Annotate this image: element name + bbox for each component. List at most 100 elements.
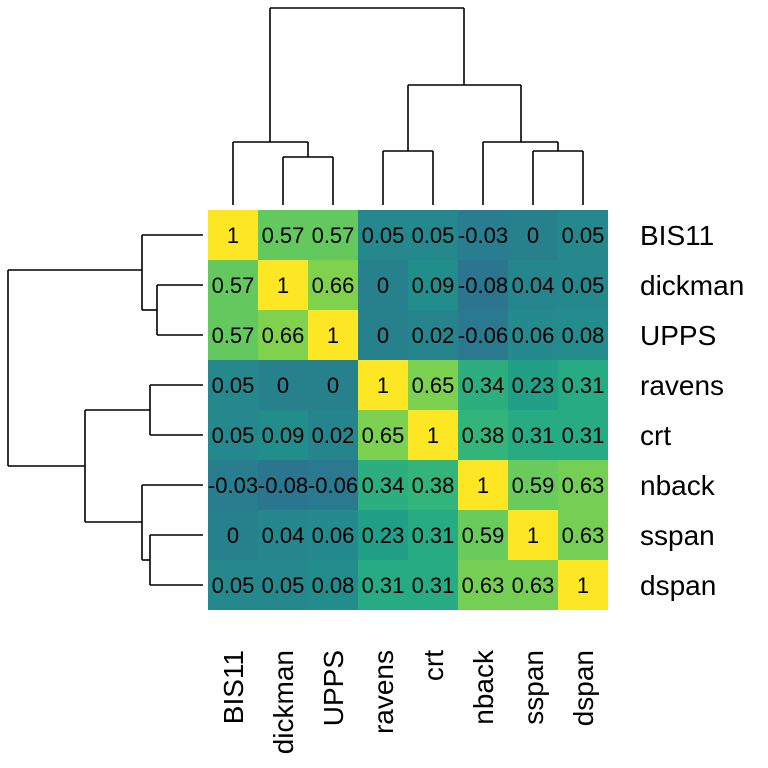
heatmap-cell <box>208 560 258 610</box>
cell-value-label: 0.05 <box>412 223 455 248</box>
heatmap-cell <box>408 310 458 360</box>
cell-value-label: 0.63 <box>512 573 555 598</box>
heatmap-cell <box>508 310 558 360</box>
heatmap-cell <box>508 410 558 460</box>
heatmap-cell <box>358 510 408 560</box>
cell-value-label: 1 <box>377 373 389 398</box>
row-label: ravens <box>640 370 724 401</box>
heatmap-cell <box>258 560 308 610</box>
cell-value-label: 1 <box>427 423 439 448</box>
cell-value-label: 0.05 <box>562 223 605 248</box>
cell-value-label: -0.08 <box>458 273 508 298</box>
cell-value-label: 0.09 <box>412 273 455 298</box>
heatmap-cells <box>208 210 608 610</box>
heatmap-cell <box>458 410 508 460</box>
heatmap-cell <box>258 510 308 560</box>
heatmap-cell <box>558 310 608 360</box>
cell-value-label: 0.31 <box>412 523 455 548</box>
cell-value-label: 0.57 <box>312 223 355 248</box>
cell-value-label: 0.05 <box>212 423 255 448</box>
cell-value-label: 0.05 <box>262 573 305 598</box>
heatmap-cell <box>308 360 358 410</box>
row-label: sspan <box>640 520 715 551</box>
heatmap-cell <box>508 260 558 310</box>
cell-value-label: 0.31 <box>562 423 605 448</box>
heatmap-cell <box>558 410 608 460</box>
heatmap-cell <box>258 260 308 310</box>
cell-value-label: 0.31 <box>412 573 455 598</box>
heatmap-cell <box>358 310 408 360</box>
cell-value-label: 0.65 <box>362 423 405 448</box>
heatmap-cell <box>458 260 508 310</box>
heatmap-cell <box>258 210 308 260</box>
heatmap-cell <box>258 360 308 410</box>
heatmap-cell <box>508 460 558 510</box>
row-label: crt <box>640 420 671 451</box>
cell-value-label: 0 <box>377 323 389 348</box>
cell-value-label: 0.31 <box>512 423 555 448</box>
heatmap-cell <box>558 210 608 260</box>
heatmap-cell <box>408 510 458 560</box>
cell-value-label: 0.66 <box>312 273 355 298</box>
heatmap-cell <box>308 560 358 610</box>
cell-value-label: 1 <box>527 523 539 548</box>
cell-value-label: 0.02 <box>412 323 455 348</box>
cell-value-label: 0.34 <box>362 473 405 498</box>
cell-value-label: 0.05 <box>562 273 605 298</box>
row-label: dickman <box>640 270 744 301</box>
heatmap-cell <box>308 210 358 260</box>
heatmap-cell <box>558 360 608 410</box>
cell-value-label: 1 <box>477 473 489 498</box>
heatmap-cell <box>208 360 258 410</box>
cell-value-label: -0.03 <box>208 473 258 498</box>
heatmap-cell <box>258 310 308 360</box>
cell-value-label: -0.06 <box>308 473 358 498</box>
cell-value-label: 0 <box>277 373 289 398</box>
row-label: BIS11 <box>640 220 714 251</box>
cell-value-label: 0.05 <box>362 223 405 248</box>
cell-value-label: 0.65 <box>412 373 455 398</box>
cell-value-label: 0.06 <box>312 523 355 548</box>
heatmap-cell <box>208 410 258 460</box>
column-labels: BIS11 dickman UPPS ravens crt nback sspan dspan <box>218 649 599 754</box>
column-label: ravens <box>368 650 399 734</box>
cell-value-label: 0.09 <box>262 423 305 448</box>
cell-value-label: 0.59 <box>462 523 505 548</box>
heatmap-cell <box>558 560 608 610</box>
cell-value-label: 0.31 <box>362 573 405 598</box>
row-labels: BIS11 dickman UPPS ravens crt nback sspan dspan <box>640 220 744 601</box>
heatmap-cell <box>458 560 508 610</box>
row-label: UPPS <box>640 320 716 351</box>
cell-value-label: 0.05 <box>212 573 255 598</box>
cell-value-label: 0.59 <box>512 473 555 498</box>
heatmap-cell <box>408 260 458 310</box>
cell-value-label: 0 <box>377 273 389 298</box>
heatmap-cell <box>358 260 408 310</box>
heatmap-cell <box>358 410 408 460</box>
heatmap-cell <box>358 460 408 510</box>
cell-value-label: 0.63 <box>562 473 605 498</box>
cell-value-label: 0.66 <box>262 323 305 348</box>
cell-value-label: 0 <box>327 373 339 398</box>
heatmap-cell <box>408 360 458 410</box>
column-label: BIS11 <box>218 650 249 724</box>
heatmap-cell <box>258 410 308 460</box>
cell-value-label: 0 <box>227 523 239 548</box>
heatmap-cell <box>358 360 408 410</box>
cell-value-label: 0.04 <box>262 523 305 548</box>
heatmap-cell <box>558 260 608 310</box>
row-label: nback <box>640 470 716 501</box>
heatmap-cell <box>358 560 408 610</box>
cell-value-label: 0.04 <box>512 273 555 298</box>
heatmap-cell <box>408 210 458 260</box>
heatmap-cell <box>258 460 308 510</box>
row-dendrogram <box>7 234 203 586</box>
heatmap-cell <box>358 210 408 260</box>
cell-value-label: -0.03 <box>458 223 508 248</box>
heatmap-cell <box>558 460 608 510</box>
cell-value-label: -0.06 <box>458 323 508 348</box>
heatmap-cell <box>408 410 458 460</box>
heatmap-cell <box>308 260 358 310</box>
heatmap-cell <box>508 510 558 560</box>
